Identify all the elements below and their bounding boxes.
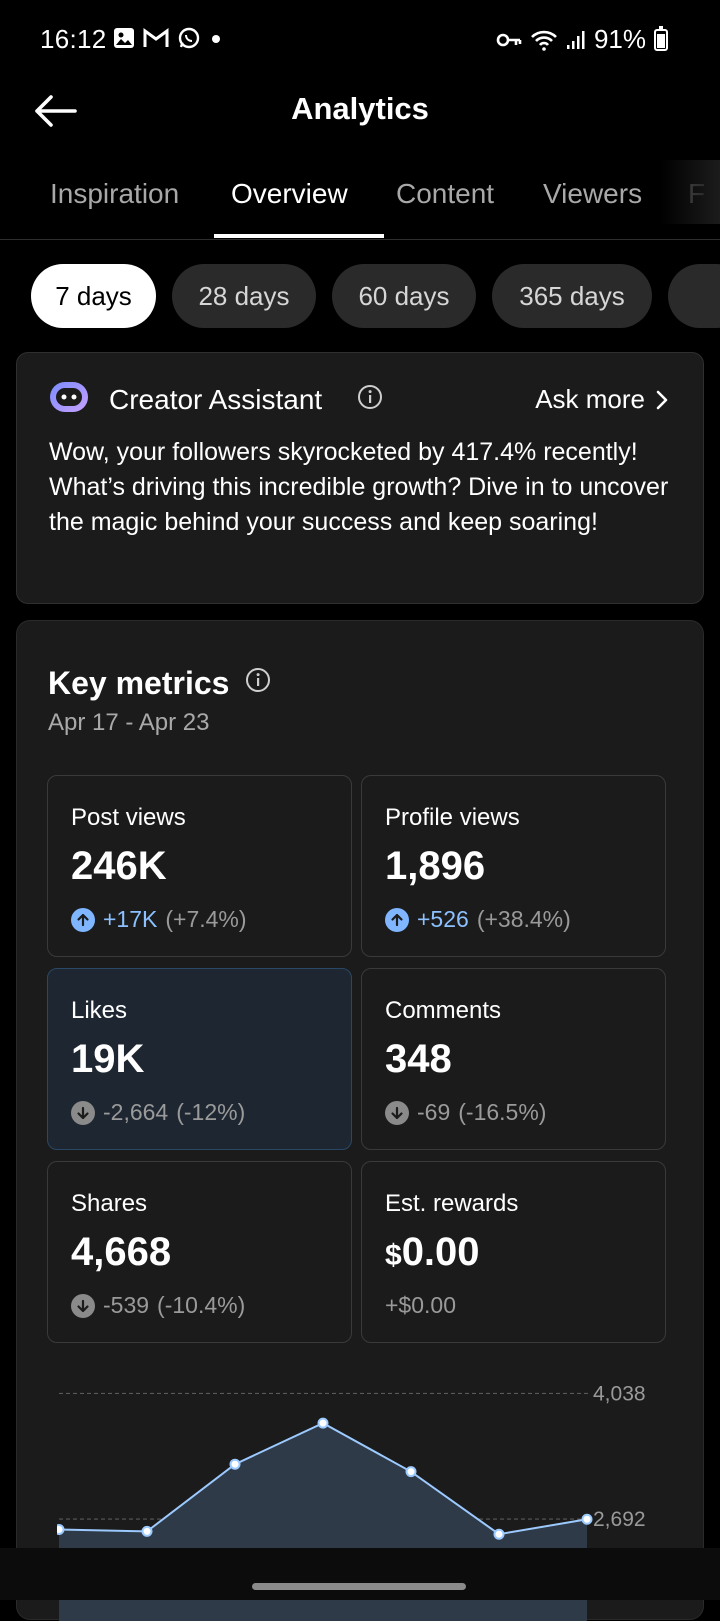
- chart-point[interactable]: [229, 1458, 241, 1470]
- metric-label: Likes: [71, 997, 128, 1024]
- metric-tile-likes[interactable]: Likes 19K -2,664 (-12%): [47, 968, 352, 1150]
- whatsapp-icon: [178, 27, 200, 49]
- signal-icon: [566, 30, 585, 49]
- metric-change: -539 (-10.4%): [71, 1292, 245, 1319]
- metric-change: -69 (-16.5%): [385, 1099, 546, 1126]
- metric-percent: (+38.4%): [476, 906, 571, 932]
- metric-value: $0.00: [385, 1230, 480, 1275]
- page-title: Analytics: [291, 91, 429, 126]
- metric-value: 19K: [71, 1037, 145, 1081]
- arrow-down-icon: [385, 1100, 409, 1125]
- metric-value: 1,896: [385, 844, 486, 888]
- metric-value: 246K: [71, 844, 167, 888]
- metric-change: +526 (+38.4%): [385, 906, 571, 933]
- metric-tile-profile-views[interactable]: Profile views 1,896 +526 (+38.4%): [361, 775, 666, 957]
- metric-change: -2,664 (-12%): [71, 1099, 245, 1126]
- range-365-days[interactable]: 365 days: [492, 264, 652, 328]
- chart-point[interactable]: [581, 1513, 593, 1525]
- info-icon[interactable]: [245, 667, 271, 693]
- metric-change: +$0.00: [385, 1292, 456, 1319]
- ask-more-label: Ask more: [535, 384, 645, 414]
- metric-value: 4,668: [71, 1230, 172, 1274]
- status-time: 16:12: [40, 24, 107, 54]
- chart-point[interactable]: [317, 1417, 329, 1429]
- arrow-down-icon: [71, 1293, 95, 1318]
- chart-tick-label: 2,692: [593, 1508, 646, 1531]
- key-icon: [496, 33, 522, 46]
- gmail-icon: [143, 28, 169, 47]
- metric-label: Post views: [71, 804, 186, 831]
- metric-tile-comments[interactable]: Comments 348 -69 (-16.5%): [361, 968, 666, 1150]
- wifi-icon: [531, 30, 557, 51]
- range-7-days[interactable]: 7 days: [31, 264, 156, 328]
- metric-percent: (-16.5%): [458, 1099, 547, 1125]
- metric-value: 348: [385, 1037, 452, 1081]
- battery-percent: 91%: [593, 24, 646, 54]
- metric-label: Profile views: [385, 804, 520, 831]
- range-60-days[interactable]: 60 days: [332, 264, 476, 328]
- metric-value-amount: 0.00: [401, 1230, 480, 1274]
- metric-tile-est-rewards[interactable]: Est. rewards $0.00 +$0.00: [361, 1161, 666, 1343]
- metric-change: +17K (+7.4%): [71, 906, 247, 933]
- metric-delta: +$0.00: [385, 1292, 456, 1318]
- assistant-message: Wow, your followers skyrocketed by 417.4…: [49, 438, 669, 536]
- key-metrics-card: Key metrics Apr 17 - Apr 23 Post views 2…: [16, 620, 704, 1621]
- chart-tick-label: 4,038: [593, 1382, 646, 1405]
- metric-label: Comments: [385, 997, 502, 1024]
- back-arrow-icon: [35, 95, 77, 127]
- arrow-up-icon: [71, 907, 95, 932]
- tabs-divider: [0, 239, 720, 240]
- range-28-days[interactable]: 28 days: [172, 264, 316, 328]
- metric-label: Shares: [71, 1190, 148, 1217]
- key-metrics-title: Key metrics: [48, 665, 230, 701]
- metric-tile-post-views[interactable]: Post views 246K +17K (+7.4%): [47, 775, 352, 957]
- metric-tile-shares[interactable]: Shares 4,668 -539 (-10.4%): [47, 1161, 352, 1343]
- info-icon[interactable]: [357, 384, 383, 410]
- assistant-title: Creator Assistant: [109, 384, 323, 415]
- arrow-up-icon: [385, 907, 409, 932]
- notification-icons: [113, 26, 223, 50]
- chevron-right-icon: [656, 390, 668, 409]
- creator-assistant-icon: [50, 382, 88, 412]
- chart-point[interactable]: [405, 1466, 417, 1478]
- tab-overview[interactable]: Overview: [231, 178, 348, 209]
- ask-more-link[interactable]: Ask more: [535, 384, 669, 415]
- arrow-down-icon: [71, 1100, 95, 1125]
- chart-point[interactable]: [493, 1528, 505, 1540]
- creator-assistant-card[interactable]: Creator Assistant Ask more Wow, your fol…: [16, 352, 704, 604]
- dot-icon: [212, 35, 220, 43]
- tab-active-indicator: [214, 234, 384, 238]
- metric-delta: +17K: [103, 906, 158, 932]
- tab-bar: Inspiration Overview Content Viewers F: [0, 160, 720, 240]
- system-nav-bar: [0, 1548, 720, 1600]
- tabs-fade: [660, 160, 720, 224]
- status-right: 91%: [496, 24, 668, 55]
- metric-percent: (-12%): [176, 1099, 246, 1125]
- key-metrics-date-range: Apr 17 - Apr 23: [48, 709, 210, 736]
- metric-delta: -69: [417, 1099, 451, 1125]
- battery-icon: [654, 25, 668, 51]
- metric-delta: -539: [103, 1292, 150, 1318]
- tab-content[interactable]: Content: [396, 178, 495, 209]
- metric-percent: (+7.4%): [165, 906, 247, 932]
- gallery-icon: [114, 28, 134, 48]
- tab-viewers[interactable]: Viewers: [543, 178, 643, 209]
- metric-percent: (-10.4%): [157, 1292, 246, 1318]
- currency-symbol: $: [385, 1239, 402, 1272]
- metric-delta: +526: [417, 906, 469, 932]
- back-button[interactable]: [30, 86, 80, 136]
- chart-point[interactable]: [141, 1525, 153, 1537]
- tab-inspiration[interactable]: Inspiration: [50, 178, 180, 209]
- metric-label: Est. rewards: [385, 1190, 519, 1217]
- chart-point[interactable]: [57, 1524, 65, 1536]
- metric-delta: -2,664: [103, 1099, 169, 1125]
- range-partial-chip[interactable]: [668, 264, 720, 328]
- home-indicator[interactable]: [252, 1583, 466, 1590]
